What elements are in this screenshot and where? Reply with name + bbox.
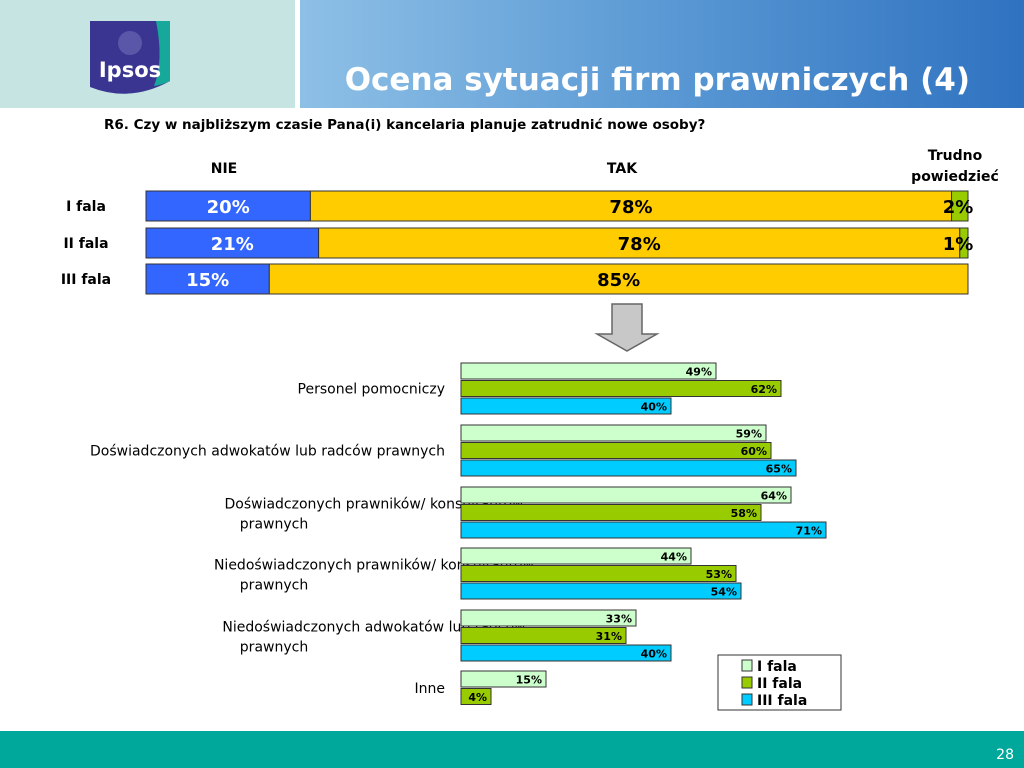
wave-bar-2: [460, 504, 762, 521]
stacked-bar-trudno: [951, 190, 969, 222]
stacked-bar-nie: [145, 263, 270, 295]
wave-bar-2: [460, 565, 737, 582]
logo-text: Ipsos: [99, 58, 161, 82]
category-label-line1: Doświadczonych prawników/ konsultantów: [224, 497, 523, 513]
stacked-bar-label: 21%: [211, 234, 254, 255]
wave-bar-3: [460, 459, 797, 477]
header: Ipsos Ocena sytuacji firm prawniczych (4…: [0, 0, 1024, 108]
stacked-bar-trudno: [959, 227, 969, 259]
ipsos-logo: Ipsos: [90, 21, 170, 94]
page-title: Ocena sytuacji firm prawniczych (4): [344, 62, 970, 98]
charts-canvas: NIE TAK Trudno powiedzieć I fala 20% 78% 2% II f…: [61, 148, 999, 711]
wave-bar-label: 40%: [641, 401, 667, 414]
wave-bar-label: 33%: [606, 613, 632, 626]
wave-bar-label: 54%: [711, 586, 737, 599]
stacked-bar-label: 1%: [943, 234, 974, 255]
header-trudno-line1: Trudno: [928, 148, 983, 164]
header-separator: [295, 0, 300, 108]
header-right-panel: [300, 0, 1024, 108]
stacked-bar-label: 78%: [609, 197, 652, 218]
wave-bar-label: 53%: [706, 568, 732, 581]
wave-bar-3: [460, 521, 827, 539]
wave-bar-1: [460, 670, 547, 688]
wave-bar-label: 71%: [796, 525, 822, 538]
header-tak: TAK: [607, 161, 638, 177]
wave-bar-3: [460, 397, 672, 415]
wave-bar-2: [460, 442, 772, 459]
stacked-bar-tak: [309, 190, 953, 222]
logo-head-icon: [118, 31, 142, 55]
wave-bar-label: 44%: [661, 551, 687, 564]
wave-bar-1: [460, 424, 767, 442]
stacked-bar-label: 20%: [207, 197, 250, 218]
legend-box: [717, 654, 842, 711]
wave-bar-3: [460, 644, 672, 662]
wave-bar-label: 59%: [736, 428, 762, 441]
legend-label: I fala: [757, 659, 797, 675]
header-nie: NIE: [211, 161, 238, 177]
question-text: R6. Czy w najbliższym czasie Pana(i) kan…: [104, 117, 706, 133]
wave-bar-label: 40%: [641, 648, 667, 661]
logo-accent-icon: [154, 21, 170, 86]
down-arrow-icon: [594, 303, 660, 352]
wave-bar-1: [460, 609, 637, 627]
category-label-line2: prawnych: [240, 578, 308, 594]
stacked-bar-label: 15%: [186, 270, 229, 291]
wave-bar-label: 49%: [686, 366, 712, 379]
wave-bar-label: 15%: [516, 674, 542, 687]
page-number: 28: [996, 747, 1014, 763]
wave-bar-label: 4%: [468, 691, 487, 704]
wave-bar-label: 65%: [766, 463, 792, 476]
wave-bar-2: [460, 688, 492, 705]
legend-swatch: [741, 693, 753, 706]
stacked-bar-label: 78%: [618, 234, 661, 255]
wave-bar-1: [460, 547, 692, 565]
stacked-bar-label: 2%: [943, 197, 974, 218]
category-label: Inne: [415, 681, 446, 697]
stacked-bar-tak: [268, 263, 969, 295]
wave-bar-1: [460, 486, 792, 504]
footer-bar: [0, 731, 1024, 768]
stacked-bar-label: 85%: [597, 270, 640, 291]
wave-bar-label: 58%: [731, 507, 757, 520]
wave-bar-3: [460, 582, 742, 600]
wave-bar-label: 31%: [596, 630, 622, 643]
legend-swatch: [741, 676, 753, 689]
logo-shield-icon: [90, 21, 170, 94]
category-label: Doświadczonych adwokatów lub radców praw…: [90, 444, 445, 460]
wave-label: I fala: [66, 199, 106, 215]
wave-label: II fala: [63, 236, 108, 252]
category-label: Personel pomocniczy: [298, 382, 445, 398]
legend-label: III fala: [757, 693, 807, 709]
category-label-line2: prawnych: [240, 517, 308, 533]
wave-bar-label: 60%: [741, 445, 767, 458]
wave-bar-label: 64%: [761, 490, 787, 503]
legend-label: II fala: [757, 676, 802, 692]
header-trudno-line2: powiedzieć: [911, 169, 999, 185]
wave-bar-2: [460, 627, 627, 644]
wave-bar-1: [460, 362, 717, 380]
category-label-line1: Niedoświadczonych adwokatów lub radców: [222, 620, 525, 636]
legend-swatch: [741, 659, 753, 672]
category-label-line2: prawnych: [240, 640, 308, 656]
wave-bar-2: [460, 380, 782, 397]
wave-label: III fala: [61, 272, 111, 288]
wave-bar-label: 62%: [751, 383, 777, 396]
category-label-line1: Niedoświadczonych prawników/ konsultantó…: [214, 558, 534, 574]
